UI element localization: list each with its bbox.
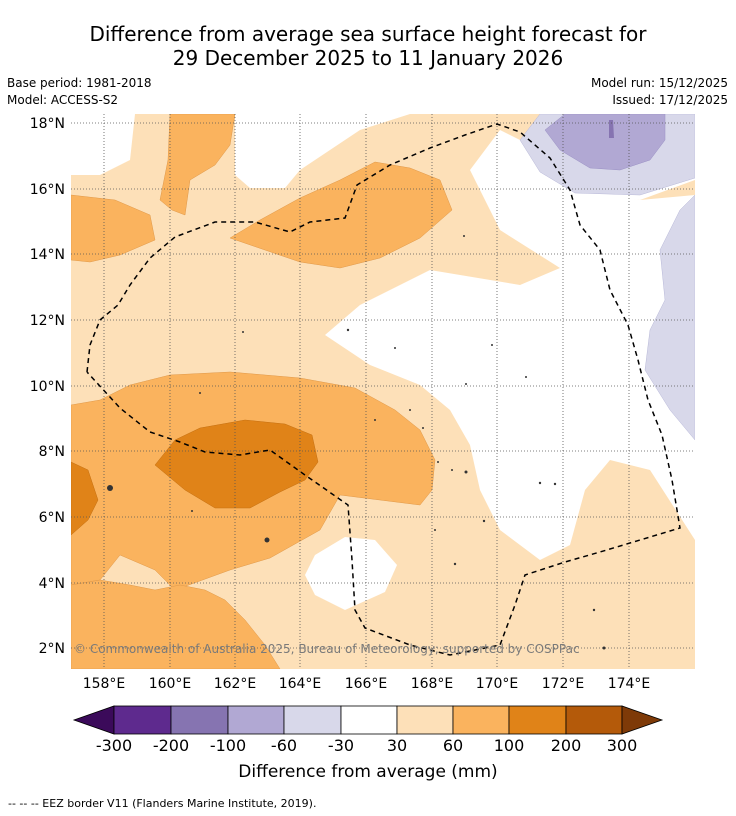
colorbar-tick: 30 bbox=[387, 736, 407, 755]
map-plot-area bbox=[71, 114, 695, 669]
lon-tick: 158°E bbox=[83, 676, 126, 692]
colorbar-tick: -60 bbox=[271, 736, 297, 755]
colorbar-extend-low bbox=[72, 705, 115, 735]
title-line-2: 29 December 2025 to 11 January 2026 bbox=[172, 46, 564, 70]
anomaly-region-neutral-south-patch bbox=[305, 537, 397, 610]
lat-tick: 8°N bbox=[39, 444, 65, 460]
anomaly-region-100-200-central bbox=[154, 419, 319, 509]
longitude-ticks: 158°E 160°E 162°E 164°E 166°E 168°E 170°… bbox=[83, 676, 651, 692]
model-name: Model: ACCESS-S2 bbox=[7, 93, 119, 107]
anomaly-region-neutral-east bbox=[325, 130, 695, 560]
colorbar-bin bbox=[565, 705, 623, 735]
lon-tick: 174°E bbox=[608, 676, 651, 692]
colorbar-bin bbox=[452, 705, 510, 735]
colorbar-bin bbox=[227, 705, 285, 735]
colorbar-tick: -300 bbox=[96, 736, 132, 755]
colorbar-tick: 60 bbox=[443, 736, 463, 755]
anomaly-region-60-100-north-central bbox=[229, 161, 453, 269]
islands bbox=[107, 235, 606, 650]
lon-tick: 166°E bbox=[345, 676, 388, 692]
lat-tick: 14°N bbox=[30, 247, 65, 263]
colorbar-tick: -100 bbox=[210, 736, 246, 755]
lat-tick: 10°N bbox=[30, 379, 65, 395]
meta-right: Model run: 15/12/2025 Issued: 17/12/2025 bbox=[591, 75, 728, 109]
lat-tick: 4°N bbox=[39, 576, 65, 592]
colorbar-tick: 300 bbox=[607, 736, 638, 755]
colorbar-tick: -200 bbox=[153, 736, 189, 755]
meta-left: Base period: 1981-2018 Model: ACCESS-S2 bbox=[7, 75, 152, 109]
lat-tick: 16°N bbox=[30, 182, 65, 198]
colorbar-ticks: -300 -200 -100 -60 -30 30 60 100 200 300 bbox=[96, 736, 637, 755]
copyright-watermark: © Commonwealth of Australia 2025, Bureau… bbox=[74, 642, 580, 656]
eez-border bbox=[86, 123, 681, 656]
lon-tick: 164°E bbox=[279, 676, 322, 692]
lat-tick: 18°N bbox=[30, 116, 65, 132]
colorbar-bin bbox=[508, 705, 567, 735]
lon-tick: 170°E bbox=[476, 676, 519, 692]
chart-title: Difference from average sea surface heig… bbox=[0, 22, 736, 70]
lon-tick: 162°E bbox=[214, 676, 257, 692]
colorbar-bin bbox=[170, 705, 229, 735]
title-line-1: Difference from average sea surface heig… bbox=[89, 22, 647, 46]
eez-legend-note: -- -- -- EEZ border V11 (Flanders Marine… bbox=[8, 797, 317, 810]
issued-date: Issued: 17/12/2025 bbox=[612, 93, 728, 107]
colorbar-tick: -30 bbox=[328, 736, 354, 755]
anomaly-region-negative-30-60-east bbox=[644, 194, 695, 441]
anomaly-region-60-100-north-strip bbox=[159, 114, 236, 216]
anomaly-region-neutral-top-left bbox=[71, 114, 135, 175]
colorbar-tick: 200 bbox=[551, 736, 582, 755]
colorbar-tick: 100 bbox=[494, 736, 525, 755]
model-run: Model run: 15/12/2025 bbox=[590, 76, 728, 90]
colorbar-extend-high bbox=[621, 705, 664, 735]
anomaly-region-neutral-top-center bbox=[235, 114, 410, 188]
lon-tick: 172°E bbox=[542, 676, 585, 692]
colorbar bbox=[72, 705, 664, 735]
colorbar-bin bbox=[283, 705, 342, 735]
colorbar-bin bbox=[340, 705, 398, 735]
anomaly-region-negative-100-200-spot bbox=[609, 120, 614, 138]
map-gridlines bbox=[71, 114, 695, 669]
anomaly-region-60-100-southwest bbox=[71, 579, 281, 669]
latitude-ticks: 18°N 16°N 14°N 12°N 10°N 8°N 6°N 4°N 2°N bbox=[30, 116, 65, 657]
lat-tick: 12°N bbox=[30, 313, 65, 329]
lat-tick: 6°N bbox=[39, 510, 65, 526]
lon-tick: 160°E bbox=[149, 676, 192, 692]
lon-tick: 168°E bbox=[411, 676, 454, 692]
colorbar-label: Difference from average (mm) bbox=[238, 762, 498, 782]
colorbar-bin bbox=[396, 705, 454, 735]
lat-tick: 2°N bbox=[39, 641, 65, 657]
base-period: Base period: 1981-2018 bbox=[7, 76, 152, 90]
anomaly-region-60-100-west bbox=[71, 194, 156, 263]
colorbar-bin bbox=[113, 705, 172, 735]
